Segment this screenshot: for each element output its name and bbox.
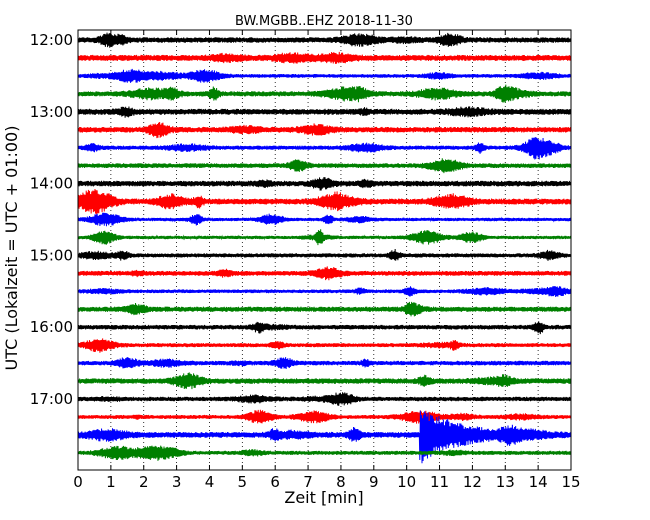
x-tick-label: 9 bbox=[369, 473, 379, 491]
trace-row bbox=[77, 177, 572, 191]
y-tick-label: 17:00 bbox=[30, 390, 73, 408]
trace-row bbox=[77, 410, 572, 464]
trace-row bbox=[77, 189, 572, 215]
trace-row bbox=[77, 338, 572, 353]
y-axis-label: UTC (Lokalzeit = UTC + 01:00) bbox=[2, 126, 21, 371]
x-tick-label: 12 bbox=[463, 473, 482, 491]
x-axis-label: Zeit [min] bbox=[284, 488, 363, 507]
trace-row bbox=[77, 122, 572, 139]
trace-row bbox=[77, 266, 572, 281]
y-tick-label: 15:00 bbox=[30, 246, 73, 264]
trace-row bbox=[77, 248, 572, 261]
trace-row bbox=[77, 212, 572, 227]
trace-row bbox=[77, 32, 572, 48]
x-tick-label: 14 bbox=[529, 473, 548, 491]
trace-row bbox=[77, 301, 572, 317]
trace-row bbox=[77, 321, 572, 335]
trace-row bbox=[77, 372, 572, 390]
x-tick-label: 1 bbox=[106, 473, 116, 491]
x-tick-label: 2 bbox=[139, 473, 149, 491]
x-tick-label: 4 bbox=[205, 473, 215, 491]
x-tick-label: 15 bbox=[561, 473, 580, 491]
trace-row bbox=[77, 158, 572, 174]
y-tick-label: 12:00 bbox=[30, 31, 73, 49]
x-tick-label: 13 bbox=[496, 473, 515, 491]
traces-layer bbox=[77, 32, 572, 464]
grid-layer bbox=[110, 30, 539, 470]
x-tick-label: 10 bbox=[397, 473, 416, 491]
x-tick-label: 0 bbox=[73, 473, 83, 491]
trace-row bbox=[77, 229, 572, 246]
y-tick-label: 13:00 bbox=[30, 103, 73, 121]
trace-row bbox=[77, 445, 572, 461]
y-tick-label: 14:00 bbox=[30, 175, 73, 193]
x-tick-label: 7 bbox=[303, 473, 313, 491]
trace-row bbox=[77, 106, 572, 118]
x-tick-label: 8 bbox=[336, 473, 346, 491]
chart-title: BW.MGBB..EHZ 2018-11-30 bbox=[235, 14, 413, 29]
trace-row bbox=[77, 409, 572, 424]
plot-frame bbox=[77, 29, 572, 471]
trace-row bbox=[77, 285, 572, 298]
ticks-layer: 0 1 2 3 4 5 6 7 8 9 10 11 12 13 14 1512:0013:0014:0015:… bbox=[30, 30, 581, 491]
x-tick-label: 3 bbox=[172, 473, 182, 491]
x-tick-label: 11 bbox=[430, 473, 449, 491]
trace-row bbox=[77, 84, 572, 103]
trace-row bbox=[77, 137, 572, 160]
y-tick-label: 16:00 bbox=[30, 318, 73, 336]
trace-row bbox=[77, 68, 572, 83]
trace-row bbox=[77, 356, 572, 369]
trace-row bbox=[77, 392, 572, 406]
x-tick-label: 5 bbox=[238, 473, 248, 491]
x-tick-label: 6 bbox=[270, 473, 280, 491]
trace-row bbox=[77, 51, 572, 64]
